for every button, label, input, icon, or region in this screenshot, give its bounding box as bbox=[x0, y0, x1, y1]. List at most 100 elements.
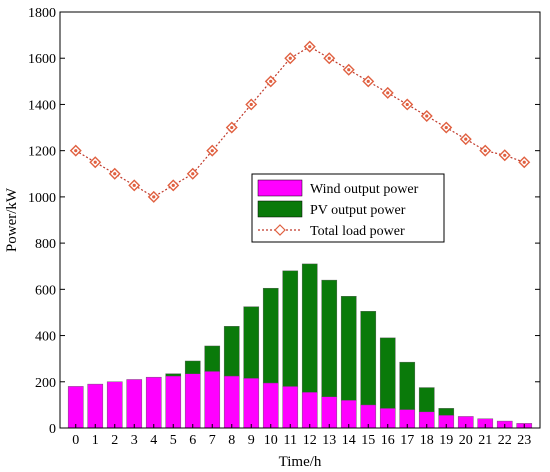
bar-pv bbox=[262, 287, 279, 384]
load-marker-dot bbox=[483, 149, 487, 153]
x-tick-label: 22 bbox=[498, 433, 512, 448]
load-marker-dot bbox=[152, 195, 156, 199]
bar-pv bbox=[223, 326, 240, 377]
x-tick-label: 16 bbox=[381, 433, 395, 448]
x-tick-label: 2 bbox=[111, 433, 118, 448]
bar-pv bbox=[165, 373, 182, 377]
x-tick-label: 6 bbox=[189, 433, 196, 448]
load-marker-dot bbox=[444, 125, 448, 130]
load-marker-dot bbox=[93, 160, 97, 164]
load-marker-dot bbox=[522, 160, 526, 164]
y-tick-label: 1800 bbox=[28, 6, 56, 21]
y-tick-label: 0 bbox=[49, 422, 56, 437]
x-axis: 0 1 2 3 4 5 6 7 8 9 10 11 12 13 14 15 16 17 18 19 20 21 22 23 bbox=[72, 424, 531, 448]
x-tick-label: 15 bbox=[361, 433, 375, 448]
x-tick-label: 4 bbox=[150, 433, 157, 448]
load-marker-dot bbox=[327, 56, 331, 60]
y-tick-label: 1400 bbox=[28, 98, 56, 113]
y-tick-label: 1200 bbox=[28, 145, 56, 160]
y-tick-label: 800 bbox=[35, 237, 56, 252]
bar-pv bbox=[360, 311, 377, 406]
bar-pv bbox=[204, 345, 221, 372]
y-tick-label: 400 bbox=[35, 330, 56, 345]
load-marker-dot bbox=[269, 79, 273, 83]
x-tick-label: 1 bbox=[92, 433, 99, 448]
load-line-layer bbox=[69, 40, 531, 203]
x-tick-label: 18 bbox=[420, 433, 434, 448]
bars-layer bbox=[67, 263, 533, 429]
bar-wind bbox=[204, 371, 221, 429]
bar-wind bbox=[126, 379, 143, 429]
legend: Wind output power PV output power Total … bbox=[251, 173, 445, 243]
y-axis-label: Power/kW bbox=[4, 187, 20, 252]
load-marker-dot bbox=[191, 172, 195, 176]
load-marker-dot bbox=[132, 183, 136, 187]
x-tick-label: 21 bbox=[478, 433, 492, 448]
load-marker-dot bbox=[503, 153, 507, 157]
y-axis: 0 200 400 600 800 1000 1200 1400 1600 1800 bbox=[28, 6, 540, 437]
legend-swatch-wind bbox=[257, 179, 303, 197]
load-marker-dot bbox=[74, 149, 78, 153]
bar-wind bbox=[223, 375, 240, 429]
x-tick-label: 23 bbox=[517, 433, 531, 448]
load-marker-dot bbox=[425, 114, 429, 118]
x-tick-label: 13 bbox=[322, 433, 336, 448]
bar-wind bbox=[321, 396, 338, 429]
bar-pv bbox=[340, 296, 357, 401]
load-marker-dot bbox=[308, 45, 312, 49]
load-marker-dot bbox=[386, 91, 390, 95]
y-tick-label: 200 bbox=[35, 376, 56, 391]
x-tick-label: 5 bbox=[170, 433, 177, 448]
x-tick-label: 7 bbox=[209, 433, 216, 448]
y-tick-label: 600 bbox=[35, 283, 56, 298]
bar-pv bbox=[418, 387, 435, 413]
legend-marker-load bbox=[274, 224, 286, 236]
x-axis-label: Time/h bbox=[279, 454, 322, 470]
bar-pv bbox=[184, 360, 201, 374]
legend-label-pv: PV output power bbox=[310, 203, 406, 218]
load-marker-dot bbox=[113, 172, 117, 176]
bar-wind bbox=[262, 382, 279, 429]
bar-wind bbox=[165, 375, 182, 429]
bar-pv bbox=[379, 337, 396, 409]
bar-wind bbox=[145, 376, 162, 429]
x-tick-label: 3 bbox=[131, 433, 138, 448]
load-marker-dot bbox=[464, 137, 468, 141]
x-tick-label: 9 bbox=[248, 433, 255, 448]
bar-pv bbox=[399, 361, 416, 410]
x-tick-label: 11 bbox=[284, 433, 297, 448]
x-tick-label: 14 bbox=[342, 433, 356, 448]
load-marker-dot bbox=[210, 149, 214, 153]
legend-label-wind: Wind output power bbox=[310, 182, 419, 197]
x-tick-label: 20 bbox=[459, 433, 473, 448]
load-marker-dot bbox=[405, 102, 409, 107]
x-tick-label: 12 bbox=[303, 433, 317, 448]
load-marker-dot bbox=[347, 68, 351, 72]
load-marker-dot bbox=[230, 125, 234, 130]
legend-swatch-pv bbox=[257, 200, 303, 218]
bar-wind bbox=[301, 391, 318, 429]
load-marker-dot bbox=[366, 79, 370, 83]
bar-pv bbox=[301, 263, 318, 393]
bar-pv bbox=[438, 408, 455, 416]
bar-pv bbox=[243, 306, 260, 379]
y-tick-label: 1600 bbox=[28, 52, 56, 67]
x-tick-label: 8 bbox=[228, 433, 235, 448]
bar-wind bbox=[243, 378, 260, 429]
x-tick-label: 0 bbox=[72, 433, 79, 448]
x-tick-label: 17 bbox=[400, 433, 414, 448]
load-marker-dot bbox=[288, 56, 292, 60]
bar-wind bbox=[106, 381, 123, 429]
y-tick-label: 1000 bbox=[28, 191, 56, 206]
bar-wind bbox=[282, 386, 299, 429]
legend-label-load: Total load power bbox=[310, 224, 405, 239]
bar-pv bbox=[321, 279, 338, 398]
load-marker-dot bbox=[171, 183, 175, 187]
bar-wind bbox=[87, 383, 104, 429]
plot-frame bbox=[59, 11, 541, 429]
bar-wind bbox=[67, 386, 84, 429]
x-tick-label: 10 bbox=[264, 433, 278, 448]
load-marker-dot bbox=[249, 102, 253, 107]
x-tick-label: 19 bbox=[439, 433, 453, 448]
